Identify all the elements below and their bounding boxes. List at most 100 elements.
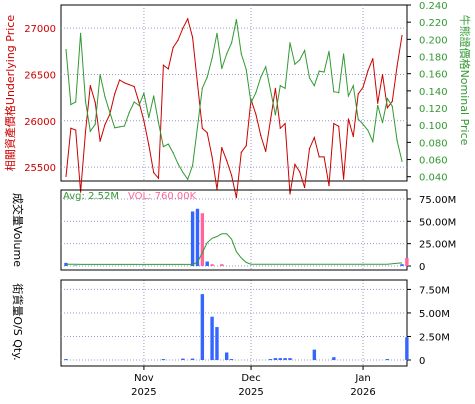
nominal-price-point <box>304 50 305 51</box>
underlying-price-point <box>362 87 363 88</box>
nominal-price-point <box>367 130 368 131</box>
underlying-price-point <box>95 102 96 103</box>
underlying-price-point <box>236 197 237 198</box>
underlying-price-point <box>323 156 324 157</box>
x-tick-year-label: 2025 <box>131 387 156 398</box>
nominal-price-point <box>85 101 86 102</box>
os-qty-tick-label: 5.00M <box>419 309 450 320</box>
underlying-price-point <box>163 65 164 66</box>
nominal-price-point <box>314 85 315 86</box>
volume-tick-label: 0 <box>419 262 425 273</box>
nominal-price-point <box>270 89 271 90</box>
os-qty-bar <box>162 359 165 360</box>
underlying-price-point <box>65 176 66 177</box>
underlying-price-point <box>294 164 295 165</box>
nominal-price-point <box>177 163 178 164</box>
right-axis-label: 牛熊證價格Nominal Price <box>458 15 472 146</box>
nominal-price-point <box>192 165 193 166</box>
nominal-price-point <box>289 42 290 43</box>
left-tick-label: 26000 <box>24 117 56 128</box>
nominal-price-point <box>236 19 237 20</box>
underlying-price-point <box>143 120 144 121</box>
nominal-price-point <box>153 95 154 96</box>
underlying-price-point <box>348 118 349 119</box>
nominal-price-point <box>397 140 398 141</box>
nominal-price-point <box>124 125 125 126</box>
os-qty-bar <box>181 359 184 360</box>
underlying-price-point <box>134 86 135 87</box>
nominal-price-point <box>285 88 286 89</box>
underlying-price-point <box>119 79 120 80</box>
underlying-price-point <box>153 172 154 173</box>
nominal-price-point <box>241 53 242 54</box>
os-qty-bar <box>283 358 286 360</box>
nominal-price-point <box>387 98 388 99</box>
nominal-price-point <box>323 71 324 72</box>
underlying-price-point <box>124 82 125 83</box>
underlying-price-point <box>114 93 115 94</box>
nominal-price-point <box>75 101 76 102</box>
nominal-price-point <box>319 71 320 72</box>
os-qty-bar <box>288 358 291 360</box>
nominal-price-point <box>168 143 169 144</box>
nominal-price-point <box>275 114 276 115</box>
underlying-price-point <box>148 144 149 145</box>
nominal-price-point <box>104 96 105 97</box>
underlying-price-point <box>104 124 105 125</box>
underlying-price-point <box>177 40 178 41</box>
left-tick-label: 25500 <box>24 163 56 174</box>
volume-bar <box>191 211 194 266</box>
underlying-price-point <box>299 171 300 172</box>
nominal-price-point <box>382 122 383 123</box>
underlying-price-point <box>353 136 354 137</box>
volume-bar <box>201 213 204 266</box>
nominal-price-point <box>187 179 188 180</box>
right-tick-label: 0.120 <box>419 104 448 115</box>
nominal-price-point <box>250 102 251 103</box>
nominal-price-point <box>362 124 363 125</box>
nominal-price-point <box>348 95 349 96</box>
os-qty-panel-frame <box>61 280 407 366</box>
nominal-price-point <box>143 93 144 94</box>
right-tick-label: 0.240 <box>419 1 448 12</box>
underlying-price-point <box>397 66 398 67</box>
os-qty-bar <box>405 337 408 360</box>
nominal-price-point <box>138 105 139 106</box>
right-tick-label: 0.200 <box>419 35 448 46</box>
volume-average-line <box>66 234 402 265</box>
underlying-price-point <box>265 151 266 152</box>
os-qty-tick-label: 2.50M <box>419 332 450 343</box>
nominal-price-point <box>163 146 164 147</box>
volume-tick-label: 50.00M <box>419 217 456 228</box>
nominal-price-point <box>129 112 130 113</box>
os-qty-tick-label: 0 <box>419 356 425 367</box>
os-qty-bar <box>191 359 194 360</box>
nominal-price-point <box>343 53 344 54</box>
nominal-price-point <box>392 106 393 107</box>
volume-vol-legend: VOL: 760.00K <box>128 191 197 202</box>
x-tick-month-label: Dec <box>241 373 260 384</box>
volume-panel-frame <box>61 190 407 270</box>
os-qty-bar <box>386 359 389 360</box>
underlying-price-point <box>182 28 183 29</box>
x-tick-year-label: 2026 <box>350 387 375 398</box>
underlying-price-point <box>226 160 227 161</box>
volume-bar <box>206 262 209 266</box>
right-tick-label: 0.100 <box>419 121 448 132</box>
underlying-price-point <box>197 83 198 84</box>
underlying-price-point <box>173 47 174 48</box>
underlying-price-point <box>343 179 344 180</box>
nominal-price-point <box>353 85 354 86</box>
underlying-price-point <box>289 193 290 194</box>
nominal-price-point <box>182 172 183 173</box>
underlying-price-point <box>158 178 159 179</box>
underlying-price-point <box>285 123 286 124</box>
underlying-price-point <box>333 123 334 124</box>
underlying-price-point <box>401 35 402 36</box>
os-qty-bar <box>215 327 218 360</box>
underlying-price-point <box>314 137 315 138</box>
nominal-price-point <box>401 161 402 162</box>
underlying-price-point <box>99 141 100 142</box>
nominal-price-point <box>377 105 378 106</box>
right-tick-label: 0.080 <box>419 138 448 149</box>
